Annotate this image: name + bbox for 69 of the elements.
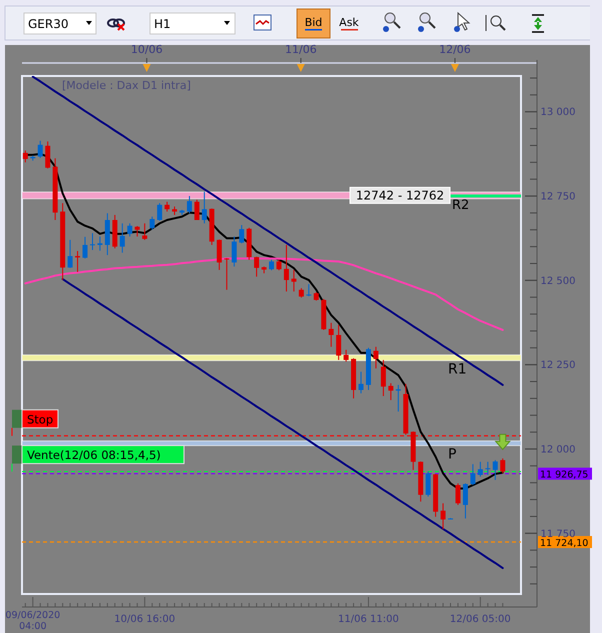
bid-button: Bid	[296, 8, 330, 38]
candlestick	[157, 202, 162, 222]
candlestick	[328, 322, 334, 348]
band-label: 12742 - 12762	[356, 188, 444, 202]
candlestick	[68, 239, 73, 268]
candlestick	[45, 140, 50, 169]
x-tick-label: 10/06 16:00	[114, 614, 176, 625]
candlestick	[373, 346, 378, 369]
ref-line-label: 11 724,10	[540, 538, 588, 550]
x-tick-label: 09/06/2020 04:00	[5, 610, 60, 632]
candlestick	[344, 349, 349, 362]
candlestick	[239, 224, 244, 244]
y-tick-label: 12 250	[540, 360, 576, 372]
band-label: P	[448, 446, 456, 463]
ref-line-label: 11 926,75	[540, 470, 588, 481]
candlestick	[202, 191, 207, 224]
candlestick	[455, 482, 460, 506]
y-tick-label: 12 750	[540, 192, 576, 203]
candlestick	[470, 464, 476, 486]
candlestick	[462, 482, 468, 519]
candlestick	[127, 222, 132, 238]
candlestick	[478, 461, 483, 478]
candlestick	[269, 259, 274, 271]
candlestick	[440, 502, 446, 530]
text: 12/06	[439, 43, 471, 56]
candlestick	[298, 288, 304, 298]
ref-line-label: Stop	[27, 412, 54, 426]
candlestick	[194, 199, 200, 220]
candlestick	[388, 382, 394, 401]
line-series	[32, 76, 504, 386]
text: 10/06	[130, 43, 163, 56]
candlestick	[75, 250, 80, 272]
candlestick	[224, 258, 230, 290]
candlestick	[38, 140, 43, 158]
candlestick	[306, 284, 312, 297]
candlestick	[254, 256, 260, 278]
candlestick	[150, 216, 155, 230]
candlestick	[82, 236, 88, 259]
candlestick	[22, 150, 28, 163]
candlestick	[216, 239, 222, 270]
annotation: Vente(12/06 08:15,4,5)	[27, 448, 161, 462]
candlestick	[142, 222, 148, 240]
candlestick	[186, 196, 192, 214]
candlestick	[164, 201, 170, 212]
ask-button: Ask	[339, 16, 359, 30]
candlestick	[485, 461, 490, 476]
text: 11/06	[285, 43, 317, 56]
y-tick-label: 12 500	[540, 276, 576, 287]
candlestick	[232, 236, 237, 268]
candlestick	[291, 269, 296, 292]
timeframe-field: H1	[150, 12, 236, 34]
candlestick	[492, 460, 498, 481]
candlestick	[500, 458, 506, 474]
candlestick	[336, 324, 342, 360]
candlestick	[426, 471, 431, 498]
y-tick-label: 12 000	[540, 444, 576, 456]
band-label: R1	[448, 362, 467, 378]
candlestick	[358, 371, 364, 394]
y-tick-label: 13 000	[540, 107, 576, 118]
candlestick	[276, 259, 282, 271]
x-tick-label: 11/06 11:00	[338, 614, 399, 625]
candlestick	[284, 244, 289, 292]
candlestick	[380, 359, 386, 397]
x-tick-label: 12/06 05:00	[450, 614, 511, 625]
symbol-field: GER30	[24, 12, 96, 34]
candlestick	[134, 226, 140, 238]
ref-line-label: R2	[452, 198, 470, 214]
candlestick	[90, 232, 95, 251]
candlestick	[120, 222, 125, 254]
